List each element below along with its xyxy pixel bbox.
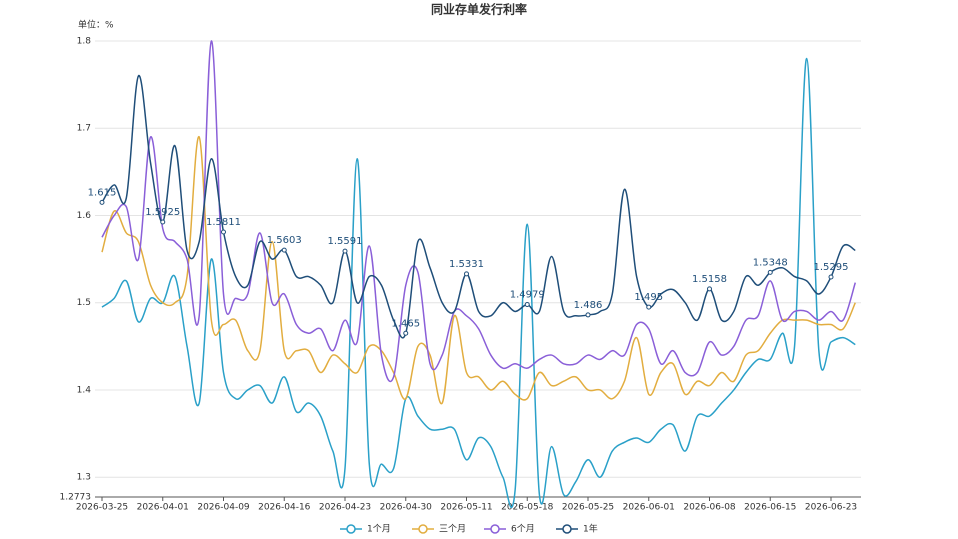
data-label: 1.495 — [634, 292, 663, 303]
legend-label: 1个月 — [367, 524, 391, 535]
point-marker — [99, 199, 105, 205]
y-tick-label: 1.3 — [77, 473, 91, 483]
data-label: 1.5591 — [328, 236, 363, 247]
legend-label: 1年 — [583, 523, 598, 535]
x-tick-label: 2026-06-08 — [683, 503, 736, 513]
chart-title: 同业存单发行利率 — [431, 2, 527, 17]
point-marker — [342, 248, 348, 254]
series-line — [101, 136, 856, 404]
x-tick-label: 2026-06-15 — [744, 503, 796, 513]
data-label: 1.465 — [391, 318, 420, 329]
y-tick-label: 1.2773 — [60, 493, 92, 503]
legend-marker — [346, 524, 356, 534]
x-tick-label: 2026-05-11 — [440, 503, 492, 513]
data-label: 1.615 — [88, 187, 117, 198]
point-marker — [403, 330, 409, 336]
x-tick-label: 2026-04-23 — [319, 503, 371, 513]
x-tick-label: 2026-05-18 — [501, 503, 554, 513]
y-tick-label: 1.8 — [77, 37, 92, 47]
legend-marker — [418, 524, 428, 534]
point-marker — [160, 219, 166, 225]
point-marker — [585, 312, 591, 318]
legend-item: 6个月 — [484, 524, 535, 535]
legend-item: 1年 — [556, 523, 598, 535]
x-tick-label: 2026-04-01 — [137, 503, 189, 513]
x-tick-label: 2026-05-25 — [562, 503, 614, 513]
point-marker — [221, 229, 226, 235]
data-label: 1.5331 — [449, 259, 484, 270]
legend-label: 三个月 — [439, 524, 466, 535]
series-line — [101, 57, 856, 509]
x-tick-label: 2026-04-09 — [197, 503, 250, 513]
point-marker — [524, 302, 530, 308]
x-tick-label: 2026-06-23 — [805, 503, 857, 513]
data-label: 1.5295 — [814, 262, 849, 273]
series-line — [101, 40, 857, 383]
x-tick-label: 2026-04-16 — [258, 503, 311, 513]
point-marker — [828, 274, 834, 280]
y-tick-label: 1.4 — [77, 385, 92, 395]
point-marker — [646, 304, 652, 310]
x-tick-label: 2026-06-01 — [623, 503, 675, 513]
y-tick-label: 1.7 — [77, 124, 91, 134]
x-tick-label: 2026-04-30 — [380, 503, 433, 513]
data-label: 1.5925 — [145, 207, 180, 218]
y-tick-label: 1.6 — [77, 211, 92, 221]
legend-item: 三个月 — [412, 524, 466, 535]
legend-marker — [562, 524, 572, 534]
data-label: 1.4979 — [510, 290, 545, 301]
data-label: 1.486 — [574, 300, 603, 311]
point-marker — [281, 247, 287, 253]
x-tick-label: 2026-03-25 — [76, 503, 128, 513]
data-label: 1.5603 — [267, 235, 302, 246]
legend-item: 1个月 — [340, 524, 391, 535]
legend-marker — [490, 524, 500, 534]
point-marker — [464, 271, 469, 277]
unit-label: 单位：% — [78, 19, 114, 31]
data-label: 1.5348 — [753, 257, 788, 268]
legend-label: 6个月 — [511, 524, 535, 535]
data-label: 1.5158 — [692, 274, 727, 285]
point-marker — [767, 269, 773, 275]
data-label: 1.5811 — [206, 217, 241, 228]
series-line — [101, 75, 856, 339]
point-marker — [707, 286, 712, 292]
y-tick-label: 1.5 — [77, 298, 91, 308]
